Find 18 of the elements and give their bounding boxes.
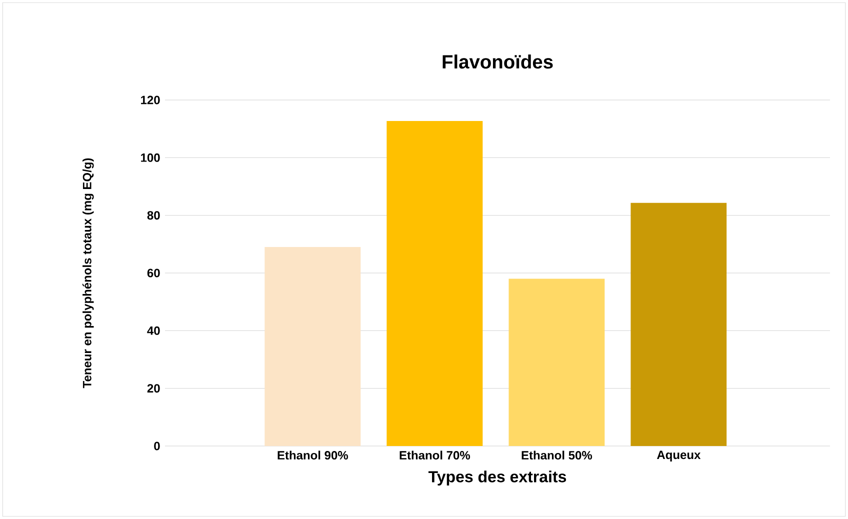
y-tick-label: 80 [147, 211, 160, 220]
bar [630, 202, 727, 446]
y-tick-label: 60 [147, 268, 160, 278]
y-axis-title: Teneur en polyphénols totaux (mg EQ/g) [82, 158, 94, 388]
y-tick-label: 100 [141, 153, 160, 162]
bar [386, 121, 483, 446]
x-tick-label: Aqueux [656, 450, 701, 462]
y-tick-label: 40 [147, 326, 160, 335]
y-tick-label: 20 [147, 384, 160, 393]
y-tick-label: 0 [154, 442, 160, 450]
y-tick-label: 120 [141, 96, 160, 104]
bar [264, 247, 361, 446]
x-tick-label: Ethanol 50% [522, 450, 592, 460]
x-tick-label: Ethanol 90% [278, 450, 348, 460]
x-axis-title: Types des extraits [428, 470, 566, 486]
x-tick-label: Ethanol 70% [400, 450, 470, 460]
chart-title: Flavonoïdes [442, 54, 553, 69]
bar [508, 278, 605, 446]
